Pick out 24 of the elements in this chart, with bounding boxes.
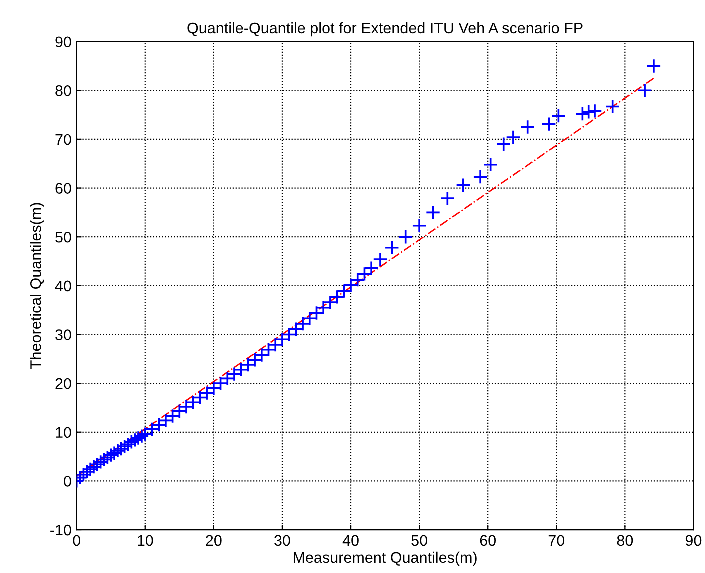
y-tick-label: 60 <box>56 183 72 194</box>
y-tick-label: 0 <box>64 476 72 487</box>
y-tick-label: 80 <box>56 86 72 96</box>
x-tick-label: 0 <box>73 535 80 546</box>
y-tick-label: 70 <box>56 134 72 146</box>
x-tick-label: 10 <box>138 535 154 546</box>
y-tick-label: 10 <box>56 427 72 438</box>
x-tick-label: 50 <box>412 535 428 546</box>
x-tick-label: 20 <box>206 535 222 546</box>
y-axis-title: Theoretical Quantiles(m) <box>30 203 44 370</box>
x-tick-label: 60 <box>480 535 496 546</box>
x-axis-title: Measurement Quantiles(m) <box>294 552 477 566</box>
y-tick-label: 90 <box>56 36 72 48</box>
y-tick-label: 30 <box>56 330 72 340</box>
x-tick-label: 70 <box>548 535 565 546</box>
chart-title: Quantile-Quantile plot for Extended ITU Veh A scenario FP <box>188 22 583 37</box>
x-tick-label: 90 <box>686 535 702 546</box>
y-tick-label: 40 <box>55 280 72 292</box>
y-tick-label: 50 <box>56 232 72 243</box>
y-tick-label: -10 <box>50 524 72 536</box>
x-tick-label: 40 <box>342 535 359 546</box>
x-tick-label: 30 <box>274 535 290 546</box>
y-tick-label: 20 <box>56 378 72 390</box>
x-tick-label: 80 <box>617 535 634 546</box>
